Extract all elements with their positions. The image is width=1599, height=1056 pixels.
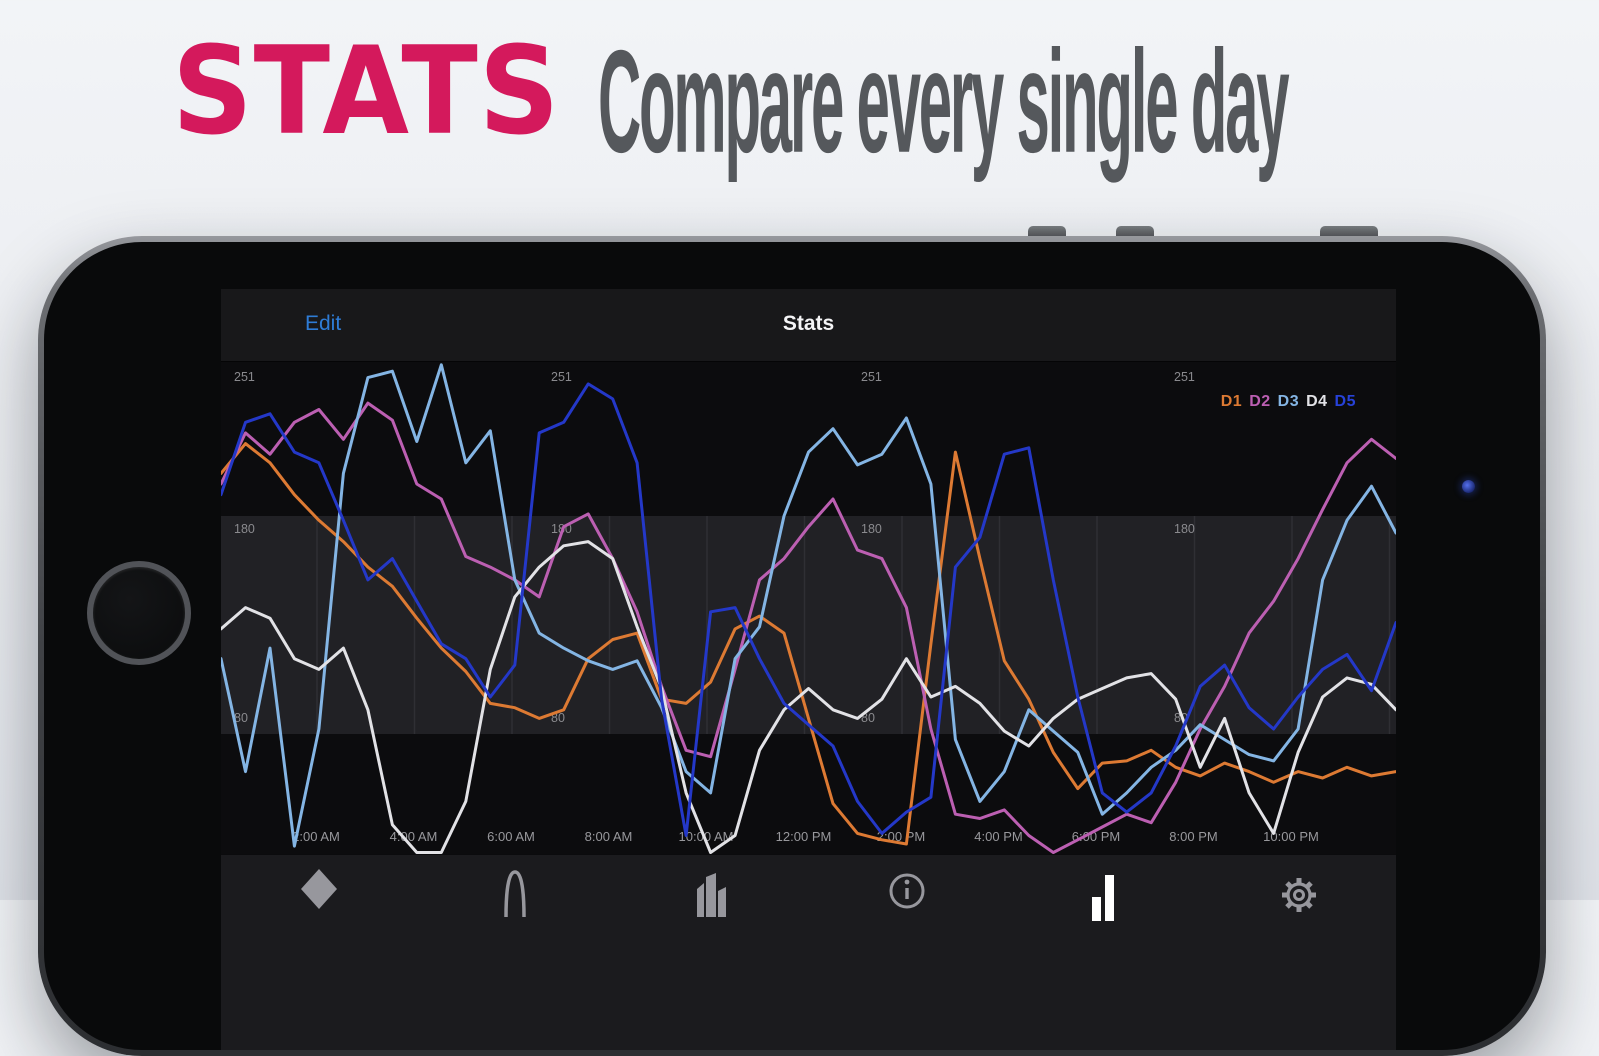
x-axis-label: 6:00 AM (487, 829, 535, 844)
front-camera-icon (1462, 480, 1475, 493)
series-line-D1 (221, 442, 1396, 846)
x-axis-label: 4:00 PM (974, 829, 1022, 844)
y-axis-label: 180 (234, 522, 255, 536)
page-title: Stats (782, 312, 835, 335)
series-line-D2 (221, 401, 1396, 854)
header-tagline: Compare every single day (598, 21, 1290, 184)
nav-bar: Edit Stats (221, 289, 1396, 362)
settings-gear-icon (1282, 878, 1316, 912)
legend-item-d3: D3 (1277, 393, 1300, 410)
tab-item-buildings[interactable] (689, 865, 733, 921)
app-screen: Edit Stats 251 180 80 251 180 80 251 180 80 251 18… (221, 289, 1396, 1050)
legend-item-d1: D1 (1220, 393, 1243, 410)
y-axis-label: 180 (1174, 522, 1195, 536)
x-axis-label: 10:00 PM (1263, 829, 1319, 844)
x-axis-label: 10:00 AM (679, 829, 734, 844)
x-axis-label: 8:00 PM (1169, 829, 1217, 844)
x-axis-label: 12:00 PM (776, 829, 832, 844)
chart-area: 251 180 80 251 180 80 251 180 80 251 180 80 2:00 AM 4… (221, 361, 1396, 857)
tab-item-info[interactable] (885, 865, 929, 921)
target-range-band (221, 516, 1396, 734)
series-line-D5 (221, 382, 1396, 837)
tab-item-settings-gear[interactable] (1277, 865, 1321, 921)
home-button[interactable] (87, 561, 191, 665)
series-line-D3 (221, 363, 1396, 848)
x-axis-label: 6:00 PM (1072, 829, 1120, 844)
app-logo-stats: STATS (172, 22, 561, 163)
info-icon (889, 873, 925, 909)
tab-bar (221, 854, 1396, 1050)
edit-button[interactable]: Edit (305, 312, 342, 335)
phone-bezel: Edit Stats 251 180 80 251 180 80 251 180 80 251 18… (44, 242, 1540, 1050)
y-axis-label: 80 (234, 711, 248, 725)
y-axis-label: 251 (861, 370, 882, 384)
home-diamond-icon (301, 869, 337, 909)
tab-item-bell[interactable] (493, 865, 537, 921)
y-axis-label: 251 (1174, 370, 1195, 384)
phone-frame: Edit Stats 251 180 80 251 180 80 251 180 80 251 18… (38, 236, 1546, 1056)
legend-item-d2: D2 (1249, 393, 1271, 410)
series-line-D4 (221, 540, 1396, 854)
x-axis-label: 8:00 AM (585, 829, 633, 844)
y-axis-label: 251 (234, 370, 255, 384)
y-axis-label: 180 (861, 522, 882, 536)
legend-item-d4: D4 (1306, 393, 1328, 410)
x-axis-label: 4:00 AM (390, 829, 438, 844)
bell-icon (504, 870, 526, 918)
buildings-icon (697, 873, 726, 917)
legend-item-d5: D5 (1334, 393, 1356, 410)
y-axis-label: 251 (551, 370, 572, 384)
tab-item-bar-chart[interactable] (1081, 865, 1125, 921)
chart-legend: D1 D2 D3 D4 D5 (1214, 393, 1356, 411)
x-axis-label: 2:00 AM (292, 829, 340, 844)
tab-item-home-diamond[interactable] (297, 865, 341, 921)
bar-chart-icon (1092, 875, 1114, 921)
